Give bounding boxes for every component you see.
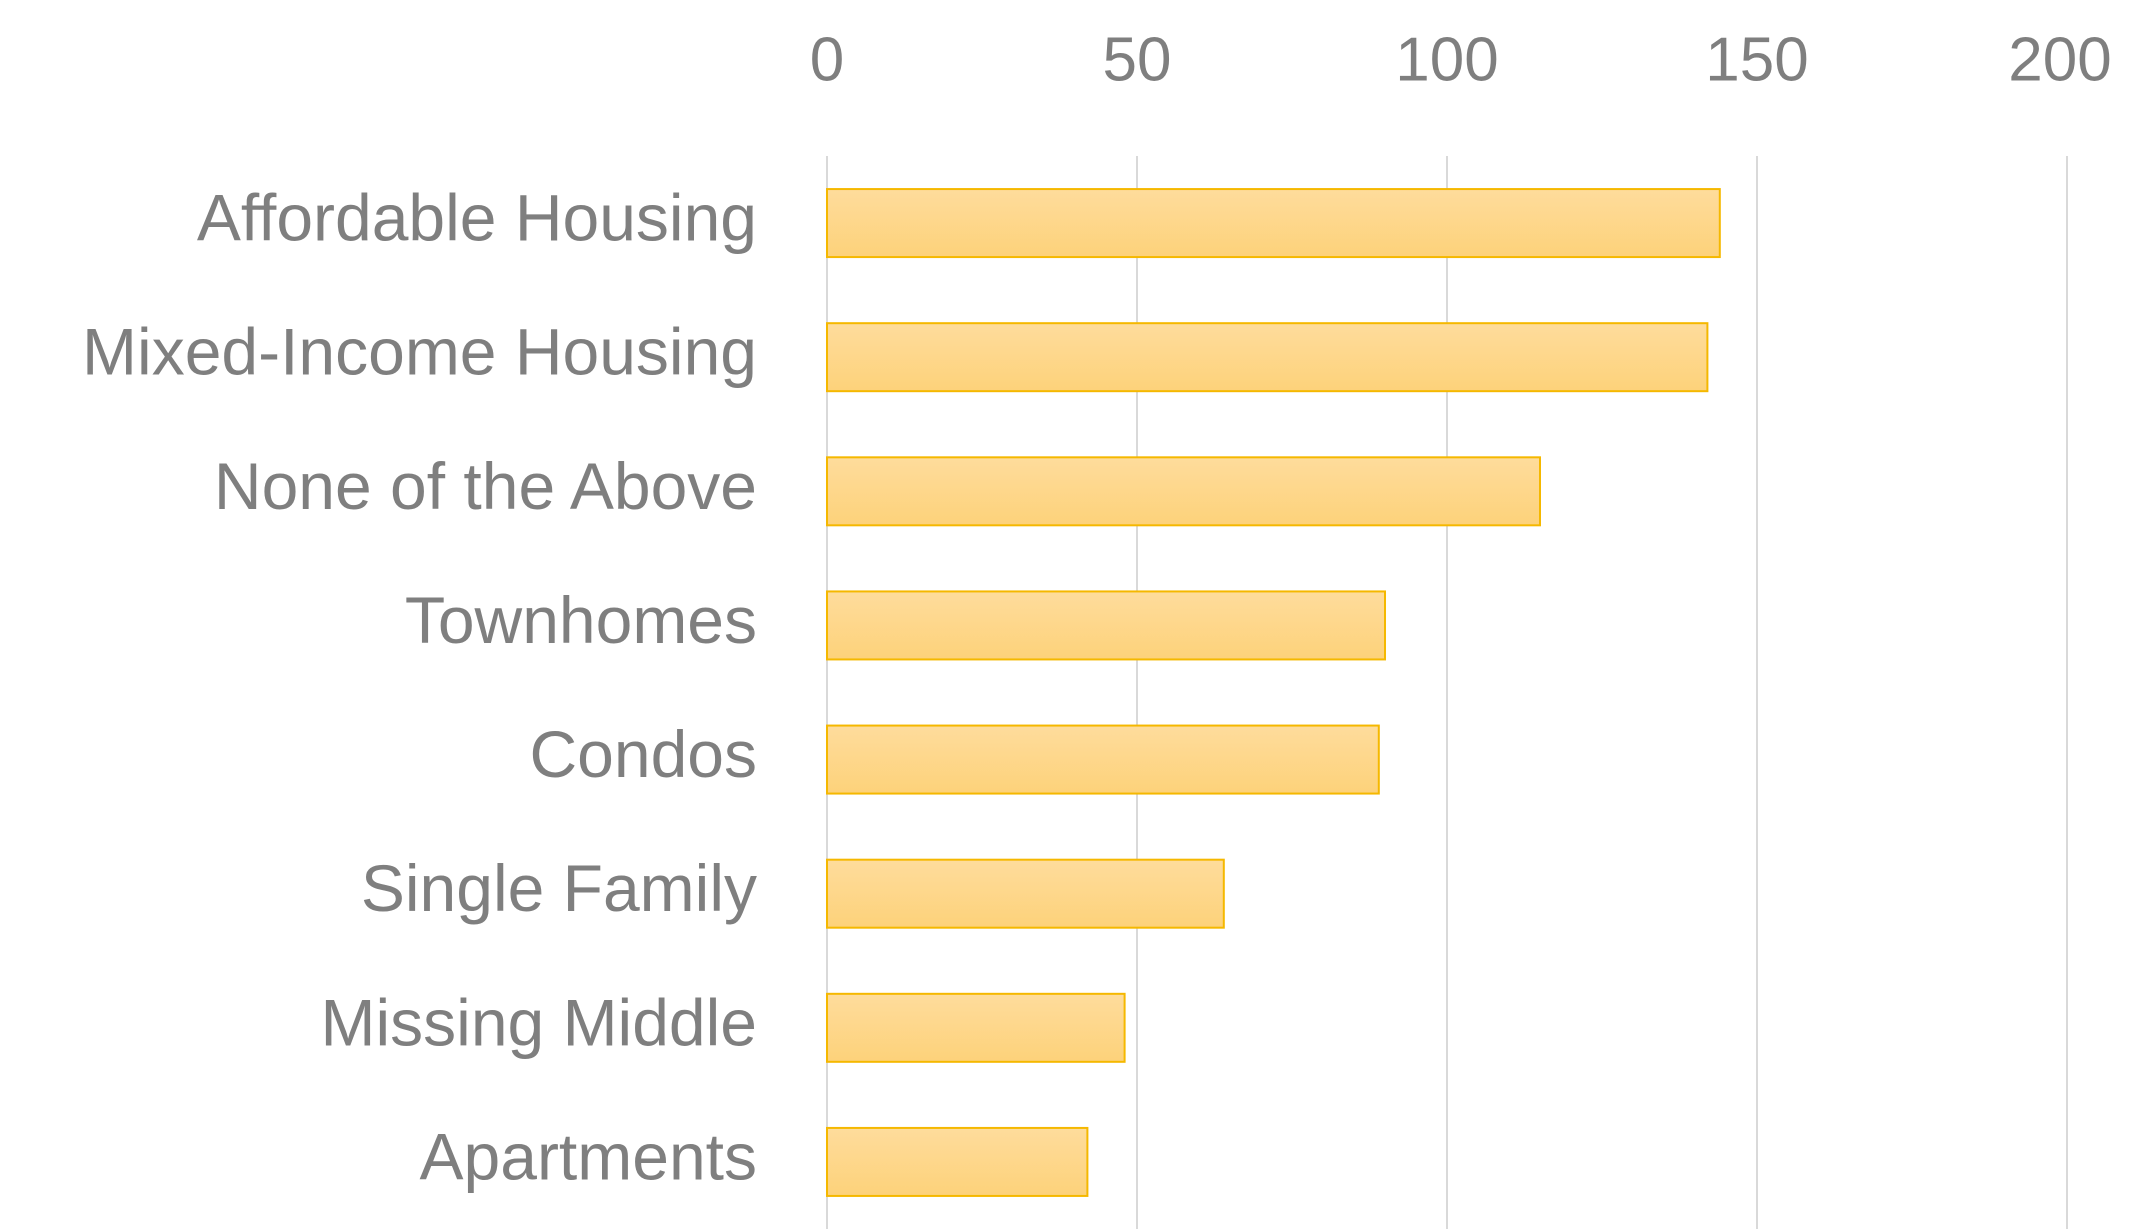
- bar: [826, 188, 1721, 259]
- bar: [826, 724, 1380, 795]
- x-tick-label: 150: [1705, 25, 1808, 94]
- y-tick-label: Affordable Housing: [197, 181, 757, 255]
- bar: [826, 590, 1386, 661]
- y-tick-label: Condos: [530, 717, 758, 791]
- bar: [826, 992, 1126, 1063]
- y-tick-label: Townhomes: [405, 583, 757, 657]
- bar: [826, 322, 1709, 393]
- x-tick-label: 200: [2008, 25, 2111, 94]
- y-tick-label: Mixed-Income Housing: [82, 315, 757, 389]
- bar: [826, 1126, 1089, 1197]
- x-tick-label: 100: [1395, 25, 1498, 94]
- x-tick-label: 50: [1103, 25, 1172, 94]
- y-tick-label: Missing Middle: [321, 985, 757, 1059]
- x-tick-label: 0: [810, 25, 844, 94]
- bar: [826, 456, 1541, 527]
- y-tick-label: Single Family: [361, 851, 757, 925]
- y-tick-label: Apartments: [420, 1119, 757, 1193]
- y-tick-label: None of the Above: [214, 449, 757, 523]
- bar: [826, 858, 1225, 929]
